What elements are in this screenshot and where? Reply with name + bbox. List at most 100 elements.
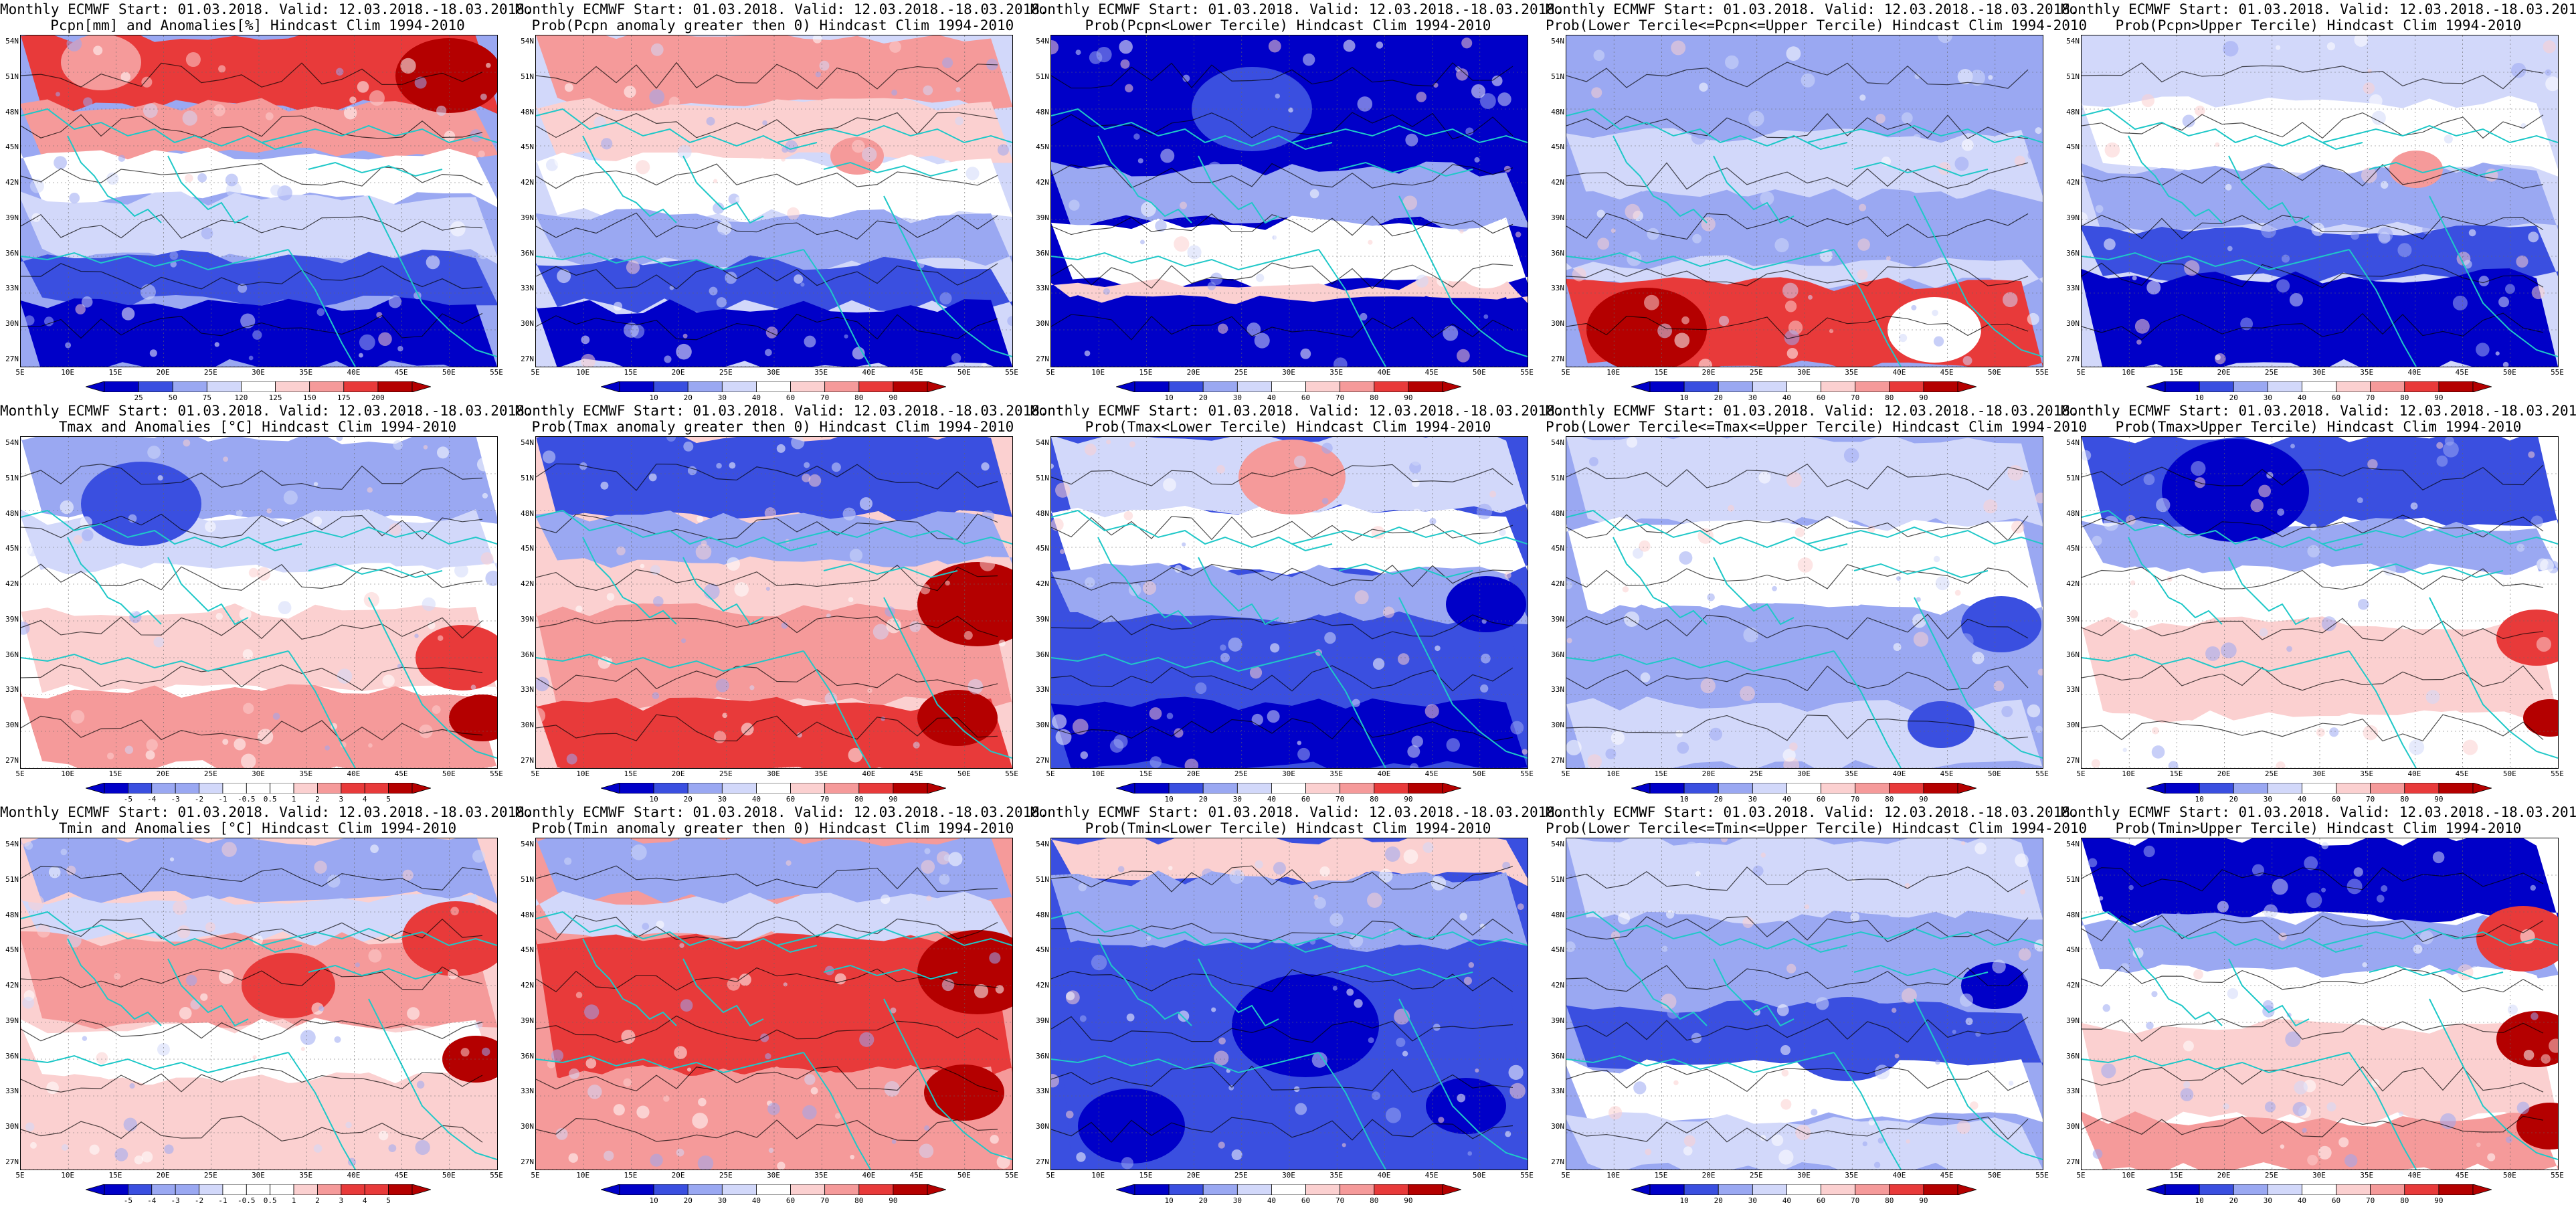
texture-speck: [343, 106, 357, 120]
colorbar-tick-label: -4: [147, 1196, 157, 1205]
texture-speck: [1218, 1037, 1226, 1045]
texture-speck: [2531, 286, 2545, 300]
texture-speck: [2264, 1101, 2276, 1113]
latitude-label: 51N: [1551, 874, 1564, 884]
texture-speck: [1228, 637, 1243, 652]
texture-speck: [312, 516, 323, 526]
latitude-label: 33N: [1036, 1087, 1049, 1096]
colorbar-tick-label: 40: [751, 1196, 761, 1205]
texture-speck: [2443, 441, 2459, 458]
isoline: [21, 966, 483, 990]
texture-speck: [325, 745, 330, 751]
colorbar-segment: [1855, 381, 1890, 392]
texture-speck: [2352, 537, 2358, 543]
colorbar-tick-label: 90: [1404, 393, 1413, 402]
isoline: [2082, 1115, 2544, 1137]
colorbar-tick-label: -1: [218, 1196, 227, 1205]
latitude-label: 27N: [5, 1157, 19, 1166]
colorbar: [601, 783, 946, 794]
longitude-label: 30E: [767, 368, 780, 377]
anomaly-patch: [1238, 440, 1346, 515]
texture-speck: [2101, 1063, 2116, 1079]
texture-speck: [1674, 333, 1690, 349]
isoline: [21, 664, 483, 691]
map-area: [20, 436, 498, 769]
texture-speck: [1804, 904, 1810, 910]
texture-speck: [121, 307, 135, 320]
colorbar-tick-label: -0.5: [238, 795, 256, 804]
coastline: [2349, 650, 2417, 768]
texture-speck: [2120, 645, 2130, 655]
texture-speck: [1084, 350, 1091, 357]
texture-speck: [2223, 41, 2239, 57]
isoline: [21, 715, 483, 742]
colorbar-tick-label: 30: [717, 393, 727, 402]
texture-speck: [613, 1104, 625, 1116]
colorbar-tick-label: -5: [123, 1196, 132, 1205]
coastline: [1566, 650, 1835, 672]
texture-speck: [1455, 217, 1470, 232]
texture-speck: [2463, 260, 2472, 269]
isoline: [1566, 1016, 2029, 1043]
texture-speck: [1993, 680, 2005, 692]
texture-speck: [715, 678, 729, 692]
longitude-label: 20E: [1701, 769, 1716, 778]
latitude-label: 30N: [2066, 1122, 2080, 1131]
texture-speck: [1051, 518, 1064, 531]
texture-speck: [2035, 492, 2043, 504]
longitude-label: 40E: [1892, 769, 1906, 778]
latitude-label: 45N: [1036, 544, 1049, 553]
longitude-label: 20E: [1186, 769, 1200, 778]
texture-speck: [624, 86, 636, 98]
texture-speck: [1372, 1091, 1380, 1101]
texture-speck: [2307, 1154, 2318, 1166]
texture-speck: [1187, 245, 1202, 260]
latitude-label: 39N: [5, 1016, 19, 1025]
coastline: [167, 155, 249, 224]
latitude-label: 39N: [1036, 213, 1049, 222]
colorbar-left-arrow: [2146, 783, 2166, 794]
isoline: [21, 62, 483, 88]
colorbar-right-arrow: [1442, 1184, 1461, 1195]
isoline: [21, 1019, 483, 1042]
colorbar-tick-label: 40: [1267, 393, 1277, 402]
panel-pcpn-3: Monthly ECMWF Start: 01.03.2018. Valid: …: [1030, 0, 1564, 402]
longitude-label: 15E: [1139, 1171, 1153, 1180]
colorbar-tick-label: 80: [1370, 1196, 1379, 1205]
texture-speck: [944, 159, 950, 166]
coastline: [1807, 927, 2043, 947]
texture-speck: [242, 649, 254, 660]
texture-speck: [1195, 682, 1207, 694]
colorbar-segment: [317, 783, 342, 794]
texture-speck: [783, 982, 788, 987]
coastline: [883, 597, 1012, 759]
texture-speck: [1758, 471, 1771, 484]
coastline: [582, 135, 677, 223]
panel-title-line1: Monthly ECMWF Start: 01.03.2018. Valid: …: [515, 403, 1048, 419]
isoline: [2082, 312, 2544, 341]
texture-speck: [1383, 606, 1395, 618]
colorbar-segment: [619, 381, 654, 392]
longitude-label: 45E: [1940, 368, 1954, 377]
colorbar-left-arrow: [86, 381, 105, 392]
texture-speck: [939, 292, 952, 305]
colorbar: [1116, 1184, 1461, 1195]
texture-speck: [1593, 50, 1605, 62]
texture-speck: [2215, 354, 2221, 361]
texture-speck: [668, 96, 680, 108]
panel-title-line2: Prob(Tmax>Upper Tercile) Hindcast Clim 1…: [2115, 419, 2522, 435]
texture-speck: [2476, 1142, 2481, 1147]
longitude-label: 5E: [1046, 769, 1055, 778]
texture-speck: [616, 546, 626, 556]
texture-speck: [891, 89, 898, 96]
texture-speck: [436, 105, 447, 116]
colorbar: [1631, 1184, 1976, 1195]
texture-speck: [551, 1049, 564, 1062]
colorbar-segment: [1855, 1184, 1890, 1195]
texture-speck: [1402, 1050, 1408, 1057]
texture-speck: [804, 1074, 816, 1085]
texture-speck: [2436, 442, 2444, 449]
texture-speck: [1572, 267, 1586, 282]
texture-speck: [794, 274, 804, 284]
panel-tmin-1: Monthly ECMWF Start: 01.03.2018. Valid: …: [0, 803, 533, 1205]
